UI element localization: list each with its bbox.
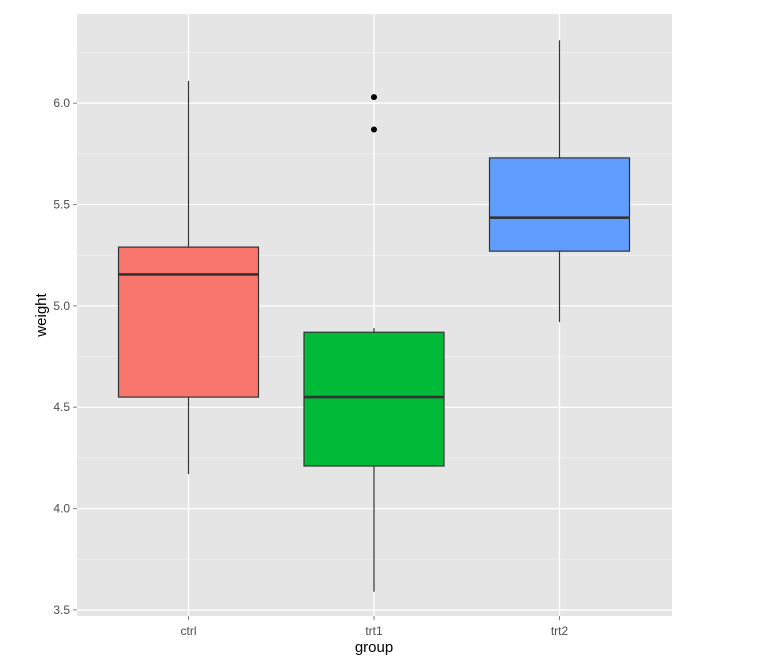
y-tick-label: 6.0	[53, 96, 70, 110]
outlier-point	[371, 94, 377, 101]
x-tick-label-trt1: trt1	[365, 624, 383, 638]
box-trt1	[303, 94, 445, 592]
box-body	[117, 246, 260, 398]
box-trt2	[488, 40, 631, 323]
outlier-point	[371, 126, 377, 133]
boxes-layer	[117, 40, 631, 592]
x-axis-title: group	[355, 639, 393, 656]
y-tick-label: 5.0	[53, 299, 70, 313]
y-axis: 3.5 4.0 4.5 5.0 5.5 6.0	[53, 96, 77, 617]
box-body	[303, 331, 445, 467]
y-axis-title: weight	[33, 292, 50, 337]
y-tick-label: 5.5	[53, 198, 70, 212]
x-tick-label-trt2: trt2	[551, 624, 569, 638]
box-ctrl	[117, 80, 260, 475]
y-tick-label: 4.0	[53, 502, 70, 516]
x-axis: ctrl trt1 trt2	[181, 616, 569, 638]
y-tick-label: 3.5	[53, 603, 70, 617]
x-tick-label-ctrl: ctrl	[181, 624, 197, 638]
box-body	[488, 157, 631, 252]
y-tick-label: 4.5	[53, 400, 70, 414]
